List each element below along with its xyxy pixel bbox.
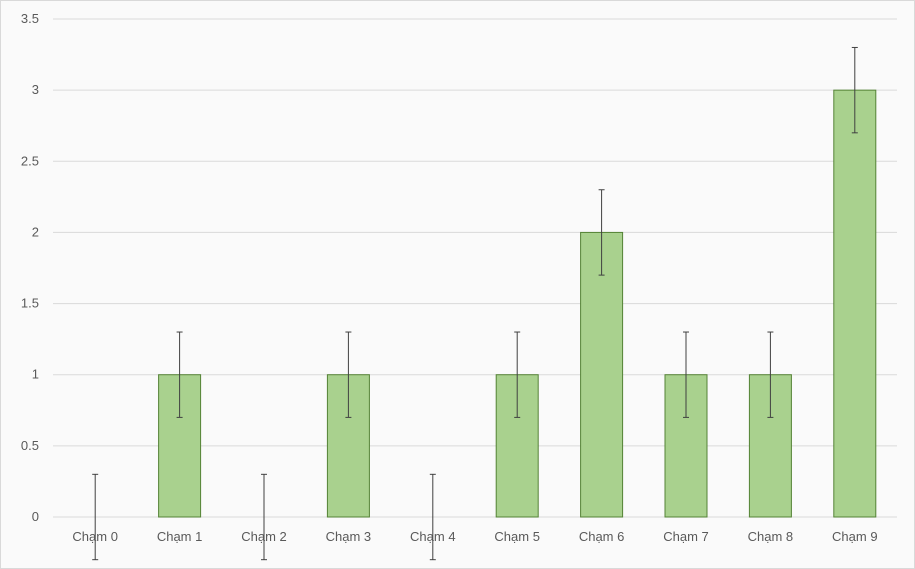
x-tick-label: Chạm 3 [326,529,372,544]
x-tick-label: Chạm 9 [832,529,878,544]
error-bar [851,46,858,134]
error-bar [514,331,521,418]
error-bars [92,46,858,561]
x-tick-label: Chạm 6 [579,529,625,544]
error-bar [345,331,352,418]
bar [580,231,624,518]
error-bar [429,473,436,561]
error-bar [683,331,689,418]
x-tick-label: Chạm 5 [494,529,540,544]
x-tick-label: Chạm 8 [748,529,794,544]
y-tick-label: 3 [32,82,39,97]
error-bar [598,189,605,276]
x-tick-label: Chạm 2 [241,529,287,544]
x-tick-label: Chạm 7 [663,529,709,544]
x-axis-ticks: Chạm 0 Chạm 1 Chạm 2 Chạm 3 Chạm 4 Chạm 5 Chạm… [72,529,877,544]
x-tick-label: Chạm 0 [72,529,118,544]
error-bar [767,331,774,418]
x-tick-label: Chạm 4 [410,529,456,544]
y-tick-label: 1.5 [21,296,39,311]
y-tick-label: 0 [32,509,39,524]
x-tick-label: Chạm 1 [157,529,203,544]
y-tick-label: 0.5 [21,438,39,453]
error-bar [176,331,183,418]
error-bar [92,473,99,561]
error-bar [261,473,267,561]
y-tick-label: 2 [32,224,39,239]
y-axis-ticks: 0 0.5 1 1.5 2 2.5 3 3.5 [21,11,39,524]
y-tick-label: 3.5 [21,11,39,26]
bar [833,89,877,518]
y-tick-label: 1 [32,367,39,382]
y-tick-label: 2.5 [21,153,39,168]
